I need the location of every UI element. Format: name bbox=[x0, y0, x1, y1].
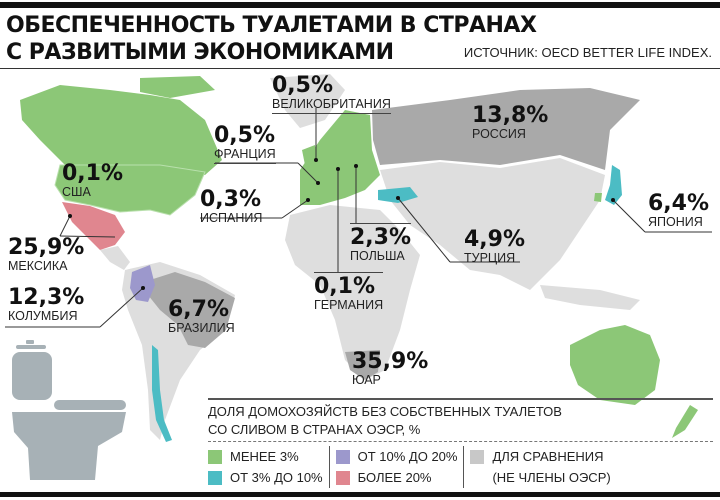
swatch-gray bbox=[470, 449, 485, 464]
france-name: ФРАНЦИЯ bbox=[214, 147, 276, 164]
uk-name: ВЕЛИКОБРИТАНИЯ bbox=[272, 97, 391, 114]
legend-dashed-divider bbox=[208, 441, 713, 442]
legend-item-non-oecd: ДЛЯ СРАВНЕНИЯ bbox=[470, 446, 610, 467]
turkey-value: 4,9% bbox=[464, 227, 526, 252]
map-chile bbox=[152, 345, 172, 442]
germany-name: ГЕРМАНИЯ bbox=[314, 298, 384, 312]
south-africa-value: 35,9% bbox=[352, 349, 429, 374]
colombia-name: КОЛУМБИЯ bbox=[8, 309, 78, 323]
label-usa: 0,1% США bbox=[62, 162, 123, 201]
brazil-value: 6,7% bbox=[168, 297, 230, 322]
france-value: 0,5% bbox=[214, 123, 276, 148]
toilet-icon bbox=[12, 340, 126, 480]
germany-value: 0,1% bbox=[314, 274, 376, 299]
map-mexico bbox=[62, 202, 125, 250]
label-uk: 0,5% ВЕЛИКОБРИТАНИЯ bbox=[272, 74, 391, 114]
colombia-value: 12,3% bbox=[8, 285, 85, 310]
poland-value: 2,3% bbox=[350, 225, 412, 250]
mexico-value: 25,9% bbox=[8, 235, 85, 260]
label-mexico: 25,9% МЕКСИКА bbox=[8, 236, 84, 275]
map-brazil bbox=[148, 272, 235, 348]
map-usa bbox=[54, 164, 206, 216]
swatch-green bbox=[208, 449, 222, 464]
mexico-name: МЕКСИКА bbox=[8, 259, 68, 273]
world-map bbox=[5, 74, 712, 480]
top-rule bbox=[0, 2, 720, 8]
label-japan: 6,4% ЯПОНИЯ bbox=[648, 192, 709, 231]
map-turkey bbox=[378, 187, 418, 203]
header-divider bbox=[0, 68, 720, 69]
spain-value: 0,3% bbox=[200, 187, 262, 212]
japan-name: ЯПОНИЯ bbox=[648, 215, 703, 229]
map-australia bbox=[570, 325, 660, 405]
label-germany: 0,1% ГЕРМАНИЯ bbox=[314, 272, 384, 314]
title-line-1: ОБЕСПЕЧЕННОСТЬ ТУАЛЕТАМИ В СТРАНАХ bbox=[6, 13, 537, 38]
legend-item-less-3: МЕНЕЕ 3% bbox=[208, 446, 323, 467]
usa-name: США bbox=[62, 185, 91, 199]
japan-value: 6,4% bbox=[648, 191, 710, 216]
swatch-pink bbox=[335, 470, 350, 485]
russia-value: 13,8% bbox=[472, 103, 549, 128]
turkey-name: ТУРЦИЯ bbox=[464, 251, 516, 265]
brazil-name: БРАЗИЛИЯ bbox=[168, 321, 235, 335]
bottom-rule bbox=[0, 492, 720, 497]
legend-title: ДОЛЯ ДОМОХОЗЯЙСТВ БЕЗ СОБСТВЕННЫХ ТУАЛЕТ… bbox=[208, 404, 562, 437]
label-france: 0,5% ФРАНЦИЯ bbox=[214, 124, 276, 164]
label-spain: 0,3% ИСПАНИЯ bbox=[200, 188, 262, 227]
map-europe bbox=[300, 110, 380, 205]
map-japan bbox=[605, 165, 622, 205]
label-colombia: 12,3% КОЛУМБИЯ bbox=[8, 286, 84, 325]
poland-name: ПОЛЬША bbox=[350, 249, 405, 263]
map-canada bbox=[20, 85, 222, 175]
title-line-2: С РАЗВИТЫМИ ЭКОНОМИКАМИ bbox=[6, 40, 394, 65]
map-greenland bbox=[270, 74, 345, 128]
label-south-africa: 35,9% ЮАР bbox=[352, 350, 428, 389]
page-title: ОБЕСПЕЧЕННОСТЬ ТУАЛЕТАМИ В СТРАНАХ С РАЗ… bbox=[6, 12, 537, 66]
map-south-africa bbox=[345, 350, 380, 380]
swatch-purple bbox=[335, 449, 350, 464]
label-russia: 13,8% РОССИЯ bbox=[472, 104, 548, 143]
legend-divider bbox=[208, 398, 713, 400]
legend-item-10-20: ОТ 10% ДО 20% bbox=[335, 446, 457, 467]
legend-item-3-10: ОТ 3% ДО 10% bbox=[208, 467, 323, 488]
map-africa bbox=[285, 205, 420, 380]
usa-value: 0,1% bbox=[62, 161, 124, 186]
map-russia bbox=[372, 88, 640, 170]
label-turkey: 4,9% ТУРЦИЯ bbox=[464, 228, 525, 267]
map-new-zealand bbox=[672, 405, 698, 438]
south-africa-name: ЮАР bbox=[352, 373, 381, 387]
map-colombia bbox=[130, 265, 155, 302]
map-asia bbox=[380, 158, 605, 290]
spain-name: ИСПАНИЯ bbox=[200, 211, 263, 225]
label-poland: 2,3% ПОЛЬША bbox=[350, 223, 412, 265]
legend-item-more-20: БОЛЕЕ 20% bbox=[335, 467, 458, 488]
russia-name: РОССИЯ bbox=[472, 127, 526, 141]
label-brazil: 6,7% БРАЗИЛИЯ bbox=[168, 298, 235, 337]
source-note: ИСТОЧНИК: OECD BETTER LIFE INDEX. bbox=[463, 45, 712, 60]
legend: ДОЛЯ ДОМОХОЗЯЙСТВ БЕЗ СОБСТВЕННЫХ ТУАЛЕТ… bbox=[208, 398, 718, 488]
uk-value: 0,5% bbox=[272, 73, 334, 98]
swatch-teal bbox=[208, 470, 222, 485]
